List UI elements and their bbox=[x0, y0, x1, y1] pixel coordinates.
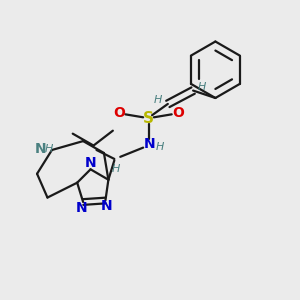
Text: O: O bbox=[172, 106, 184, 120]
Text: N: N bbox=[85, 156, 96, 170]
Text: N: N bbox=[35, 142, 46, 155]
Text: N: N bbox=[101, 200, 113, 214]
Text: H: H bbox=[112, 164, 120, 174]
Text: O: O bbox=[113, 106, 125, 120]
Text: H: H bbox=[154, 95, 163, 105]
Text: N: N bbox=[144, 137, 156, 151]
Text: H: H bbox=[45, 143, 53, 154]
Text: H: H bbox=[156, 142, 164, 152]
Text: N: N bbox=[76, 201, 88, 215]
Text: H: H bbox=[198, 82, 206, 92]
Text: S: S bbox=[143, 111, 154, 126]
